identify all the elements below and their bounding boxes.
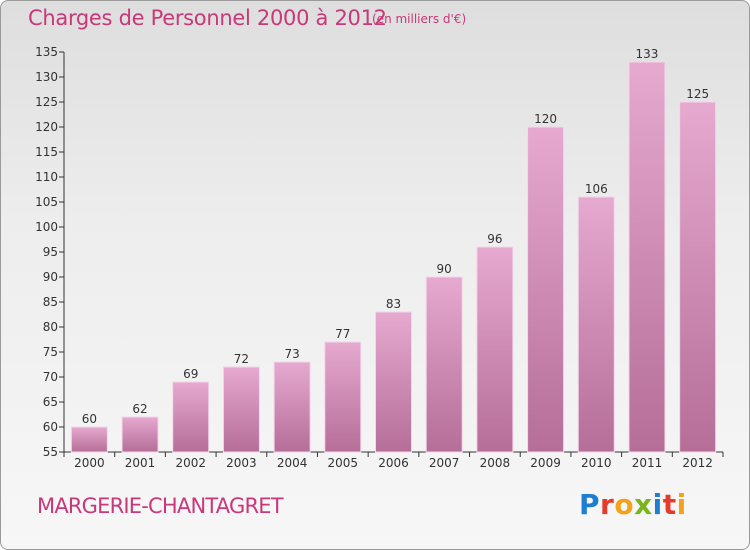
logo-letter: P (579, 488, 601, 521)
bar-value-label: 133 (636, 47, 659, 61)
bar (70, 426, 108, 453)
y-tick-label: 60 (43, 420, 58, 434)
proxiti-logo: Proxiti (579, 488, 687, 521)
x-tick-label: 2000 (74, 456, 105, 470)
x-tick-label: 2009 (530, 456, 561, 470)
bar-value-label: 90 (437, 262, 452, 276)
chart-title: Charges de Personnel 2000 à 2012 (28, 6, 387, 30)
y-tick-label: 135 (35, 45, 58, 59)
y-tick-label: 105 (35, 195, 58, 209)
bar-value-label: 125 (686, 87, 709, 101)
x-tick-label: 2007 (429, 456, 460, 470)
chart-subtitle: (en milliers d'€) (372, 12, 467, 26)
y-tick-label: 130 (35, 70, 58, 84)
bar-value-label: 60 (82, 412, 97, 426)
bar (172, 381, 210, 453)
y-tick-label: 95 (43, 245, 58, 259)
x-tick-label: 2002 (175, 456, 206, 470)
bar-value-label: 83 (386, 297, 401, 311)
commune-name: MARGERIE-CHANTAGRET (37, 494, 284, 518)
bar-value-label: 73 (284, 347, 299, 361)
y-tick-label: 90 (43, 270, 58, 284)
bar (375, 311, 412, 453)
logo-letter: i (676, 488, 687, 521)
bar-value-label: 69 (183, 367, 198, 381)
bar-value-label: 96 (487, 232, 502, 246)
x-tick-label: 2011 (632, 456, 663, 470)
y-tick-label: 85 (43, 295, 58, 309)
y-tick-label: 55 (43, 445, 58, 459)
y-tick-label: 110 (35, 170, 58, 184)
bar (628, 61, 666, 453)
bar-value-label: 62 (132, 402, 147, 416)
bar (425, 276, 463, 453)
x-tick-label: 2005 (328, 456, 359, 470)
y-tick-label: 100 (35, 220, 58, 234)
bar-value-label: 120 (534, 112, 557, 126)
x-tick-label: 2008 (480, 456, 511, 470)
x-tick-label: 2012 (682, 456, 713, 470)
bar (476, 246, 514, 453)
x-tick-label: 2003 (226, 456, 257, 470)
y-tick-label: 125 (35, 95, 58, 109)
y-tick-label: 70 (43, 370, 58, 384)
y-tick-label: 65 (43, 395, 58, 409)
y-tick-label: 120 (35, 120, 58, 134)
bar (121, 416, 159, 453)
logo-letter: r (600, 488, 615, 521)
bar (222, 366, 260, 453)
x-tick-label: 2004 (277, 456, 308, 470)
logo-letter: t (662, 488, 677, 521)
y-tick-label: 75 (43, 345, 58, 359)
bar (324, 341, 362, 453)
bar-value-label: 77 (335, 327, 350, 341)
bar (679, 101, 717, 453)
bar (273, 361, 311, 453)
bar (527, 126, 565, 453)
x-tick-label: 2010 (581, 456, 612, 470)
logo-letter: x (634, 488, 653, 521)
x-tick-label: 2006 (378, 456, 409, 470)
logo-letter: o (614, 488, 635, 521)
x-tick-label: 2001 (125, 456, 156, 470)
y-tick-label: 80 (43, 320, 58, 334)
logo-letter: i (652, 488, 663, 521)
bar-value-label: 106 (585, 182, 608, 196)
y-tick-label: 115 (35, 145, 58, 159)
bar (577, 196, 615, 453)
bar-value-label: 72 (234, 352, 249, 366)
